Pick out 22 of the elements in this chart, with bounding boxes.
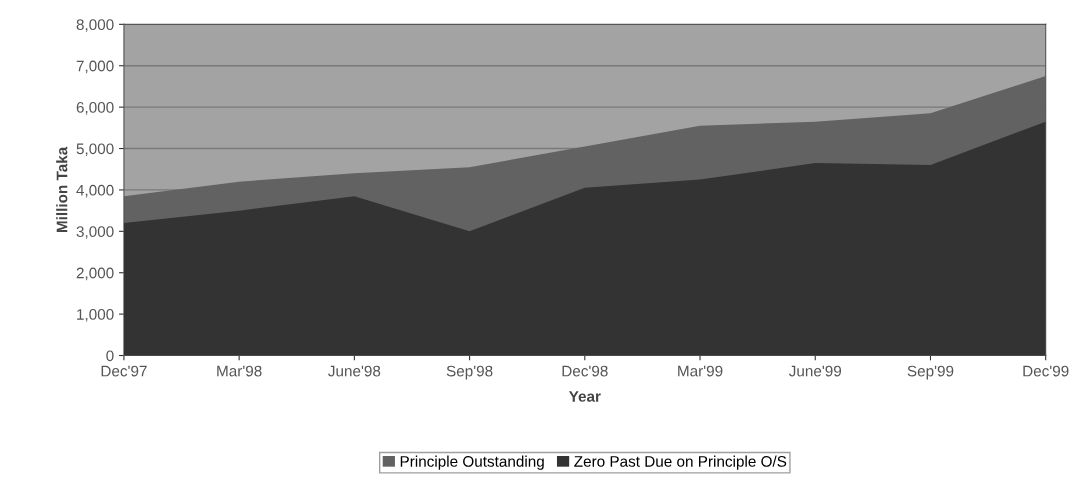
y-tick-label: 0 bbox=[106, 350, 114, 362]
y-tick-label: 8,000 bbox=[76, 19, 114, 32]
legend-label: Zero Past Due on Principle O/S bbox=[574, 455, 787, 470]
y-tick-label: 7,000 bbox=[76, 60, 114, 74]
x-tick-label: Sep'98 bbox=[446, 365, 493, 380]
x-tick-label: Sep'99 bbox=[907, 365, 954, 380]
legend-label: Principle Outstanding bbox=[400, 455, 544, 470]
y-tick-label: 1,000 bbox=[77, 308, 114, 322]
y-axis-title: Million Taka bbox=[56, 146, 68, 233]
x-tick-label: Mar'99 bbox=[678, 365, 723, 377]
x-tick-label: Dec'97 bbox=[101, 365, 147, 377]
x-tick-label: June'98 bbox=[328, 365, 381, 377]
x-tick-label: Dec'98 bbox=[562, 365, 608, 377]
y-tick-label: 4,000 bbox=[76, 184, 114, 198]
y-tick-label: 6,000 bbox=[76, 102, 114, 115]
x-tick-label: Mar'98 bbox=[217, 365, 262, 377]
y-tick-label: 5,000 bbox=[76, 143, 114, 157]
y-tick-label: 3,000 bbox=[76, 226, 114, 239]
y-tick-label: 2,000 bbox=[76, 267, 114, 281]
x-tick-label: June'99 bbox=[788, 365, 842, 377]
x-axis-title: Year bbox=[568, 391, 601, 402]
x-tick-label: Dec'99 bbox=[1023, 365, 1069, 377]
